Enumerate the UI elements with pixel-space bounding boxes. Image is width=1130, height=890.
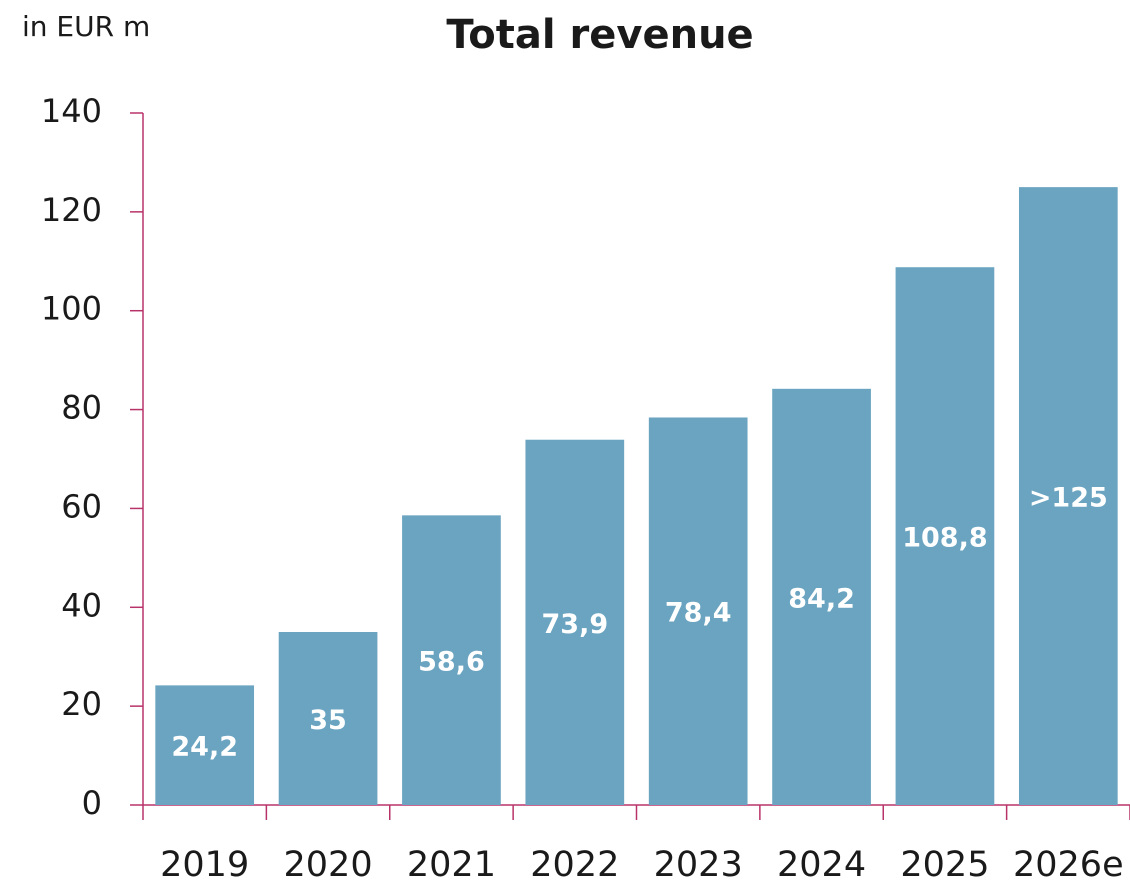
x-tick-label: 2023 (654, 845, 743, 885)
y-tick-label: 140 (41, 92, 102, 130)
value-label: 108,8 (902, 523, 987, 554)
value-label: 73,9 (542, 609, 609, 640)
bar (648, 417, 748, 805)
y-tick-label: 100 (41, 290, 102, 328)
x-tick-label: 2021 (407, 845, 496, 885)
chart-title: Total revenue (446, 12, 753, 58)
bar (155, 685, 255, 805)
y-axis-unit: in EUR m (22, 10, 150, 43)
bar (525, 439, 625, 805)
bar (278, 632, 378, 805)
bar (1018, 187, 1118, 806)
x-tick-label: 2020 (284, 845, 373, 885)
x-tick-label: 2026e (1013, 845, 1124, 885)
value-label: >125 (1029, 483, 1108, 514)
y-tick-label: 80 (61, 389, 102, 427)
y-tick-label: 60 (61, 487, 102, 525)
value-label: 84,2 (788, 583, 855, 614)
x-tick-label: 2022 (530, 845, 619, 885)
bar (895, 267, 995, 805)
value-label: 78,4 (665, 598, 732, 629)
x-tick-label: 2024 (777, 845, 866, 885)
value-label: 35 (309, 705, 347, 736)
y-tick-label: 40 (61, 586, 102, 624)
bar (772, 388, 871, 805)
y-tick-label: 0 (82, 784, 102, 822)
x-tick-label: 2025 (900, 845, 989, 885)
value-label: 24,2 (171, 732, 238, 763)
y-tick-label: 120 (41, 191, 102, 229)
y-tick-label: 20 (61, 685, 102, 723)
bar (402, 515, 501, 805)
x-tick-label: 2019 (160, 845, 249, 885)
value-label: 58,6 (418, 647, 485, 678)
